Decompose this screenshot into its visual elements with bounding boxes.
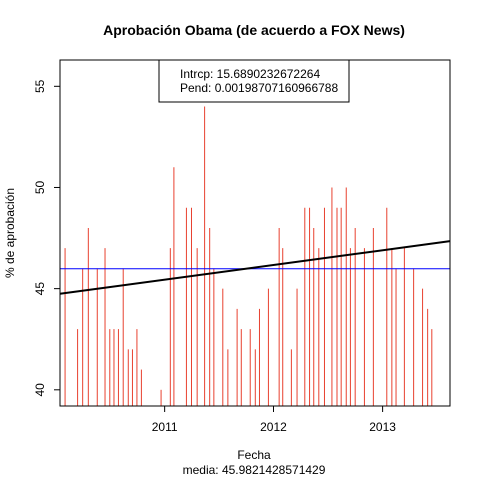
- y-tick-label: 45: [33, 282, 47, 296]
- plot-area: [59, 106, 451, 406]
- legend-line-slope: Pend: 0.00198707160966788: [180, 81, 338, 95]
- x-axis-label: Fecha: [237, 448, 271, 462]
- x-tick-label: 2011: [152, 420, 178, 434]
- y-tick-label: 50: [33, 180, 47, 194]
- axis-ticks: 40 45 50 55 2011 2012 2013: [33, 79, 396, 434]
- legend-frame: [158, 59, 350, 103]
- subtitle-mean: media: 45.9821428571429: [183, 463, 326, 477]
- legend-line-intercept: Intrcp: 15.6890232672264: [180, 67, 320, 81]
- y-axis-label: % de aprobación: [3, 188, 17, 278]
- y-tick-label: 40: [33, 383, 47, 397]
- chart-title: Aprobación Obama (de acuerdo a FOX News): [103, 22, 405, 38]
- trend-line: [59, 240, 451, 295]
- x-tick-label: 2012: [260, 420, 287, 434]
- legend: Intrcp: 15.6890232672264 Pend: 0.0019870…: [158, 59, 350, 103]
- y-tick-label: 55: [33, 79, 47, 93]
- x-tick-label: 2013: [369, 420, 396, 434]
